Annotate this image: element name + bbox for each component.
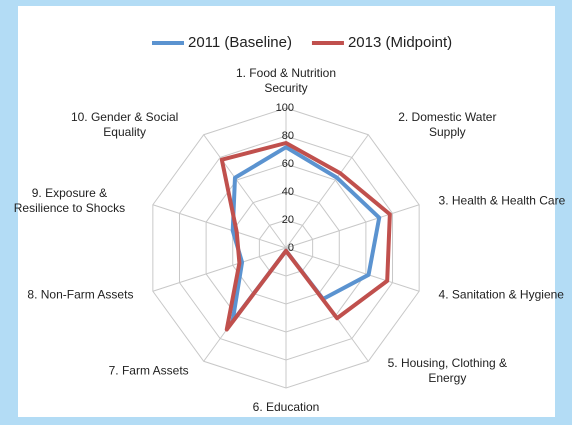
legend-label: 2013 (Midpoint) [348, 34, 452, 51]
tick-label: 60 [282, 158, 294, 170]
category-label: 1. Food & Nutrition Security [235, 66, 337, 95]
spoke [152, 247, 287, 292]
category-label: 5. Housing, Clothing & Energy [387, 355, 508, 385]
category-label: 7. Farm Assets [108, 363, 189, 378]
tick-label: 40 [282, 186, 294, 198]
spoke [285, 134, 369, 249]
series-line [219, 141, 392, 332]
category-label: 2. Domestic Water Supply [398, 110, 497, 140]
spoke [285, 247, 420, 292]
legend-label: 2011 (Baseline) [188, 34, 292, 51]
category-label: 10. Gender & Social Equality [70, 110, 179, 140]
tick-label: 20 [282, 214, 294, 226]
tick-label: 100 [276, 102, 294, 114]
category-label: 8. Non-Farm Assets [27, 287, 134, 302]
category-label: 3. Health & Health Care [438, 193, 566, 208]
category-label: 9. Exposure & Resilience to Shocks [13, 186, 126, 216]
tick-label: 0 [288, 242, 294, 254]
spoke [285, 204, 420, 249]
spoke [152, 204, 287, 249]
category-label: 4. Sanitation & Hygiene [438, 287, 564, 302]
category-label: 6. Education [252, 400, 320, 414]
tick-label: 80 [282, 130, 294, 142]
spoke [203, 134, 287, 249]
